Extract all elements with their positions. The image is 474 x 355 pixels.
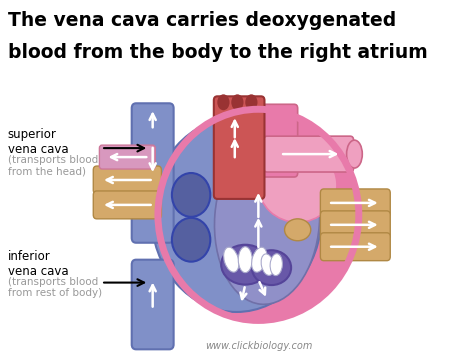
FancyBboxPatch shape	[214, 96, 264, 199]
FancyBboxPatch shape	[257, 104, 298, 177]
Text: blood from the body to the right atrium: blood from the body to the right atrium	[8, 43, 428, 61]
Text: (transports blood
from rest of body): (transports blood from rest of body)	[8, 277, 102, 298]
Ellipse shape	[261, 254, 274, 275]
FancyBboxPatch shape	[93, 166, 162, 194]
FancyBboxPatch shape	[132, 103, 173, 243]
Text: (transports blood
from the head): (transports blood from the head)	[8, 155, 98, 177]
Ellipse shape	[215, 135, 319, 304]
FancyBboxPatch shape	[132, 260, 173, 349]
Ellipse shape	[158, 110, 359, 320]
Ellipse shape	[258, 148, 337, 222]
FancyBboxPatch shape	[93, 191, 162, 219]
Ellipse shape	[252, 250, 291, 285]
Text: inferior
vena cava: inferior vena cava	[8, 250, 68, 278]
Ellipse shape	[346, 140, 362, 168]
FancyBboxPatch shape	[264, 136, 354, 172]
Ellipse shape	[151, 118, 322, 312]
Ellipse shape	[231, 94, 244, 110]
FancyBboxPatch shape	[320, 211, 390, 239]
Text: superior
vena cava: superior vena cava	[8, 128, 68, 156]
Circle shape	[172, 173, 210, 217]
Ellipse shape	[270, 254, 283, 275]
Ellipse shape	[284, 219, 311, 241]
Ellipse shape	[224, 247, 239, 272]
Ellipse shape	[252, 247, 267, 272]
Ellipse shape	[217, 94, 229, 110]
FancyBboxPatch shape	[100, 145, 155, 169]
Ellipse shape	[245, 94, 257, 110]
Ellipse shape	[238, 247, 252, 273]
FancyBboxPatch shape	[320, 233, 390, 261]
Text: www.clickbiology.com: www.clickbiology.com	[205, 342, 312, 351]
Circle shape	[172, 218, 210, 262]
Ellipse shape	[221, 245, 269, 285]
FancyBboxPatch shape	[320, 189, 390, 217]
Text: The vena cava carries deoxygenated: The vena cava carries deoxygenated	[8, 11, 396, 30]
